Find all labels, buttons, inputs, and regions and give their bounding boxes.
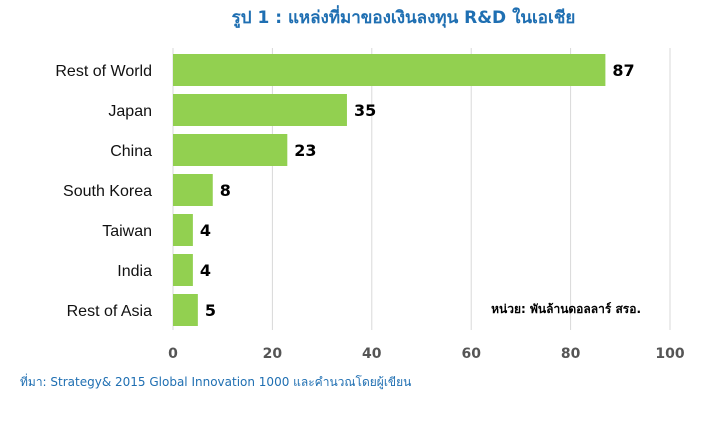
x-tick-label: 60: [461, 346, 481, 362]
value-label: 35: [354, 101, 376, 120]
bar: [173, 94, 347, 126]
bar: [173, 54, 606, 86]
chart-title: รูป 1 : แหล่งที่มาของเงินลงทุน R&D ในเอเ…: [231, 8, 576, 28]
category-label: India: [117, 263, 152, 280]
bar: [173, 214, 193, 246]
category-label: Rest of Asia: [67, 303, 152, 320]
value-label: 23: [294, 141, 316, 160]
gridlines: [172, 48, 671, 330]
category-label: South Korea: [63, 183, 152, 200]
value-label: 5: [205, 301, 216, 320]
bar: [173, 174, 213, 206]
category-label: Rest of World: [55, 63, 152, 80]
x-tick-label: 80: [561, 346, 581, 362]
value-label: 4: [200, 261, 211, 280]
category-label: China: [110, 143, 152, 160]
value-label: 8: [220, 181, 231, 200]
bar: [173, 294, 198, 326]
category-label: Taiwan: [102, 223, 152, 240]
bar: [173, 134, 288, 166]
unit-note: หน่วย: พันล้านดอลลาร์ สรอ.: [491, 302, 641, 316]
bars: [173, 54, 606, 326]
value-labels: 87 35 23 8 4 4 5: [200, 61, 635, 320]
value-label: 87: [612, 61, 634, 80]
bar: [173, 254, 193, 286]
value-label: 4: [200, 221, 211, 240]
x-tick-label: 0: [168, 346, 178, 362]
x-tick-label: 40: [362, 346, 382, 362]
category-labels: Rest of World Japan China South Korea Taiwan…: [55, 63, 152, 320]
x-axis-ticks: 0 20 40 60 80 100: [168, 346, 685, 362]
x-tick-label: 20: [263, 346, 283, 362]
source-note: ที่มา: Strategy& 2015 Global Innovation …: [20, 375, 412, 389]
x-tick-label: 100: [655, 346, 684, 362]
category-label: Japan: [108, 103, 152, 120]
